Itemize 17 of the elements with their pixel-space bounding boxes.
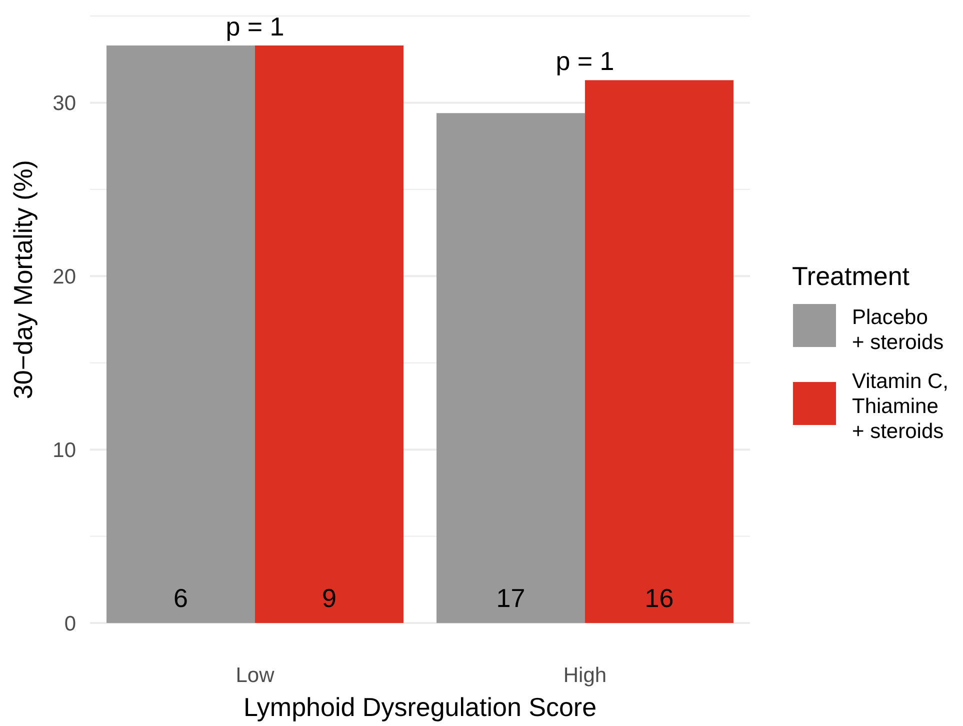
annotation: 9 [322,583,336,613]
y-tick-label: 30 [52,92,76,116]
annotation: p = 1 [226,11,284,42]
y-tick-label: 20 [52,265,76,288]
x-tick-label: Low [236,664,276,687]
y-tick-label: 0 [64,612,76,636]
y-axis-title: 30−day Mortality (%) [8,160,38,400]
legend-title: Treatment [792,261,910,291]
annotation: p = 1 [556,46,614,76]
legend-label: Placebo + steroids [852,306,944,354]
legend-label: Vitamin C, Thiamine + steroids [852,370,948,443]
x-tick-label: High [563,664,607,687]
annotation: 16 [644,583,674,613]
annotation: 17 [496,583,526,613]
annotation: 6 [174,583,188,613]
y-tick-label: 10 [52,438,76,462]
x-axis-title: Lymphoid Dysregulation Score [243,692,597,722]
